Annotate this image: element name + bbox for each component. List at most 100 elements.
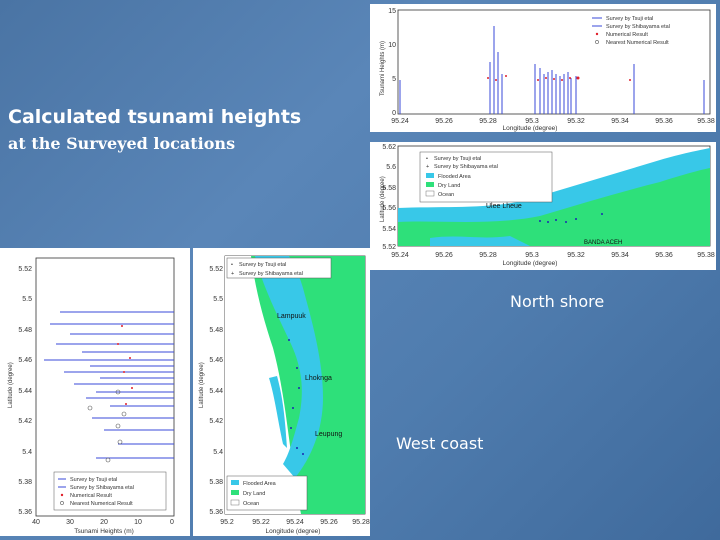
svg-text:95.38: 95.38 (697, 252, 715, 259)
svg-text:5.56: 5.56 (382, 205, 396, 212)
svg-text:5.44: 5.44 (209, 388, 223, 395)
svg-text:5.52: 5.52 (209, 266, 223, 273)
north-map-xlabel: Longitude (degree) (503, 260, 558, 267)
west-coast-label: West coast (396, 434, 484, 453)
svg-text:Ocean: Ocean (243, 501, 259, 507)
west-height-chart: Latitude (degree) 5.52 5.5 5.48 5.46 5.4… (0, 248, 190, 536)
svg-text:Survey by Tsuji etal: Survey by Tsuji etal (70, 477, 117, 483)
svg-text:5.48: 5.48 (209, 327, 223, 334)
title-line-1: Calculated tsunami heights (8, 106, 302, 128)
svg-text:5.62: 5.62 (382, 144, 396, 151)
west-map-ylabel: Latitude (degree) (199, 362, 205, 408)
west-chart-legend: Survey by Tsuji etal Survey by Shibayama… (53, 471, 167, 511)
place-lampuuk: Lampuuk (277, 313, 306, 320)
svg-text:95.34: 95.34 (611, 118, 629, 125)
svg-text:5.58: 5.58 (382, 185, 396, 192)
place-leupung: Leupung (315, 431, 342, 438)
svg-text:95.26: 95.26 (435, 252, 453, 259)
svg-text:5.46: 5.46 (18, 357, 32, 364)
svg-text:95.34: 95.34 (611, 252, 629, 259)
north-map-survey-points (539, 213, 603, 223)
svg-text:0: 0 (392, 110, 396, 117)
place-banda-aceh: BANDA ACEH (584, 240, 622, 246)
svg-text:Survey by Tsuji etal: Survey by Tsuji etal (606, 16, 653, 22)
svg-text:95.28: 95.28 (479, 252, 497, 259)
west-map-survey-points (288, 339, 304, 455)
west-chart-bars (44, 311, 174, 459)
north-map-legend: • Survey by Tsuji etal + Survey by Shibaya… (419, 151, 553, 203)
svg-text:15: 15 (388, 8, 396, 15)
svg-text:95.26: 95.26 (435, 118, 453, 125)
west-map-legend-bottom: Flooded Area Dry Land Ocean (226, 475, 308, 511)
svg-text:•: • (231, 262, 233, 268)
place-ulee-lheue: Ulee Lheue (486, 203, 522, 210)
svg-text:10: 10 (134, 519, 142, 526)
west-map-xlabel: Longitude (degree) (266, 528, 321, 535)
north-shore-label: North shore (510, 292, 605, 311)
svg-text:5: 5 (392, 76, 396, 83)
north-chart-legend: Survey by Tsuji etal Survey by Shibayama… (592, 16, 670, 46)
north-map-ylabel: Latitude (degree) (380, 176, 386, 222)
svg-text:5.52: 5.52 (382, 244, 396, 251)
svg-text:Survey by Shibayama etal: Survey by Shibayama etal (239, 271, 303, 277)
svg-text:5.44: 5.44 (18, 388, 32, 395)
svg-text:•: • (426, 156, 428, 162)
north-chart-yticks: 15 10 5 0 (388, 8, 396, 117)
north-chart-bars (399, 26, 705, 114)
svg-text:5.6: 5.6 (386, 164, 396, 171)
north-map: Latitude (degree) 5.62 5.6 5.58 5.56 5.5… (370, 142, 716, 270)
svg-text:5.48: 5.48 (18, 327, 32, 334)
svg-text:5.38: 5.38 (209, 479, 223, 486)
north-map-xticks: 95.24 95.26 95.28 95.3 95.32 95.34 95.36… (391, 252, 715, 259)
svg-text:95.36: 95.36 (655, 118, 673, 125)
svg-text:95.32: 95.32 (567, 252, 585, 259)
west-chart-yticks: 5.52 5.5 5.48 5.46 5.44 5.42 5.4 5.38 5.… (18, 266, 32, 516)
svg-text:95.3: 95.3 (525, 252, 539, 259)
svg-text:+: + (231, 271, 234, 277)
svg-text:5.54: 5.54 (382, 226, 396, 233)
svg-text:5.4: 5.4 (213, 449, 223, 456)
svg-text:95.28: 95.28 (479, 118, 497, 125)
svg-text:95.28: 95.28 (352, 519, 370, 526)
west-chart-nearest-points (87, 389, 127, 463)
svg-text:95.22: 95.22 (252, 519, 270, 526)
north-height-chart: Tsunami Heights (m) 15 10 5 0 95.24 95.2… (370, 4, 716, 132)
north-chart-xlabel: Longitude (degree) (503, 125, 558, 132)
north-map-yticks: 5.62 5.6 5.58 5.56 5.54 5.52 (382, 144, 396, 251)
west-chart-numerical-points (117, 325, 133, 405)
svg-text:5.38: 5.38 (18, 479, 32, 486)
place-lhoknga: Lhoknga (305, 375, 332, 382)
west-chart-ylabel: Latitude (degree) (8, 362, 14, 408)
north-chart-xticks: 95.24 95.26 95.28 95.3 95.32 95.34 95.36… (391, 118, 715, 125)
svg-text:20: 20 (100, 519, 108, 526)
svg-text:5.42: 5.42 (209, 418, 223, 425)
svg-text:95.38: 95.38 (697, 118, 715, 125)
svg-text:95.24: 95.24 (286, 519, 304, 526)
svg-text:5.36: 5.36 (18, 509, 32, 516)
svg-text:Dry Land: Dry Land (438, 183, 460, 189)
svg-text:5.5: 5.5 (22, 296, 32, 303)
svg-text:Survey by Tsuji etal: Survey by Tsuji etal (434, 156, 481, 162)
svg-text:+: + (426, 164, 429, 170)
west-map-xticks: 95.2 95.22 95.24 95.26 95.28 (220, 519, 370, 526)
svg-text:5.4: 5.4 (22, 449, 32, 456)
west-map: Latitude (degree) 5.52 5.5 5.48 5.46 5.4… (193, 248, 370, 536)
svg-text:95.24: 95.24 (391, 252, 409, 259)
svg-text:Survey by Tsuji etal: Survey by Tsuji etal (239, 262, 286, 268)
svg-text:5.5: 5.5 (213, 296, 223, 303)
svg-text:Survey by Shibayama etal: Survey by Shibayama etal (70, 485, 134, 491)
svg-text:30: 30 (66, 519, 74, 526)
west-map-legend-top: • Survey by Tsuji etal + Survey by Shibaya… (226, 257, 332, 279)
svg-text:0: 0 (170, 519, 174, 526)
svg-text:95.36: 95.36 (655, 252, 673, 259)
svg-text:5.52: 5.52 (18, 266, 32, 273)
svg-text:Nearest Numerical Result: Nearest Numerical Result (606, 40, 669, 46)
svg-text:5.42: 5.42 (18, 418, 32, 425)
west-chart-xlabel: Tsunami Heights (m) (74, 528, 134, 535)
svg-text:Flooded Area: Flooded Area (243, 481, 277, 487)
svg-text:Dry Land: Dry Land (243, 491, 265, 497)
svg-text:95.2: 95.2 (220, 519, 234, 526)
svg-text:95.26: 95.26 (320, 519, 338, 526)
title-line-2: at the Surveyed locations (8, 134, 236, 153)
